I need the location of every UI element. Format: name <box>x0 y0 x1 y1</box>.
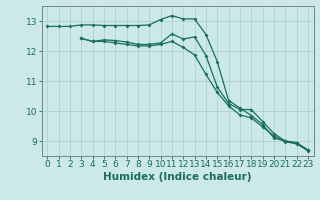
X-axis label: Humidex (Indice chaleur): Humidex (Indice chaleur) <box>103 172 252 182</box>
